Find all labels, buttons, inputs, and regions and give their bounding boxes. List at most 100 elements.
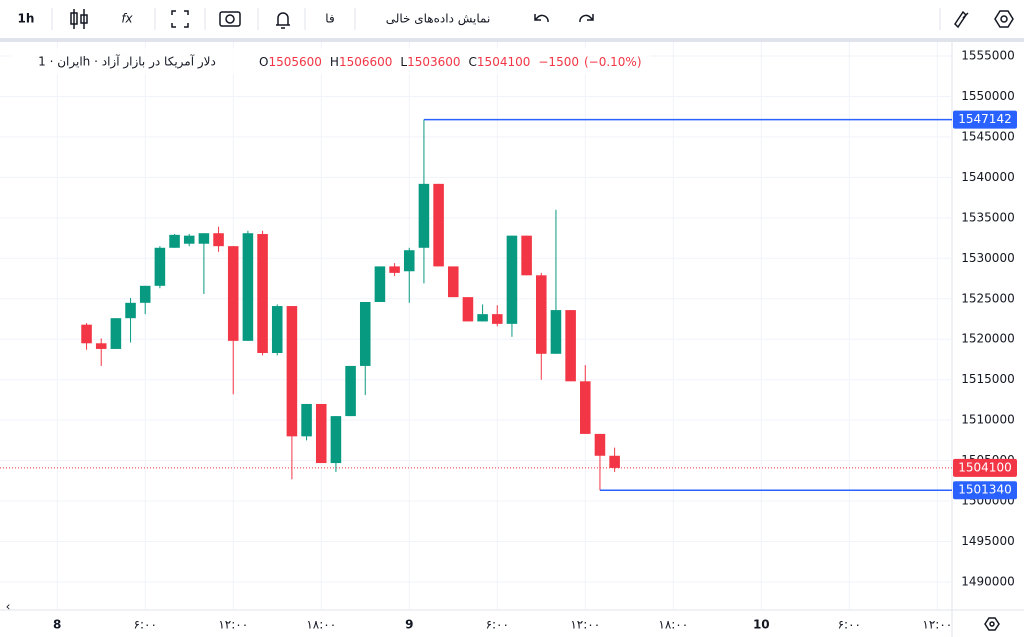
x-tick-label: ۱۲:۰۰ — [218, 618, 248, 632]
candle-body — [286, 306, 298, 437]
change-percent: (−0.10%) — [584, 55, 642, 69]
redo-button[interactable] — [579, 14, 594, 23]
candle-body — [594, 433, 606, 456]
fullscreen-button[interactable] — [171, 10, 189, 28]
y-tick-label: 1510000 — [961, 413, 1014, 427]
alert-button[interactable] — [276, 12, 290, 29]
candle-body — [301, 403, 312, 437]
y-tick-label: 1555000 — [961, 48, 1014, 62]
candle-body — [374, 266, 386, 303]
candle-body — [315, 403, 327, 464]
ohlc-key: H — [330, 55, 339, 69]
candle-body — [389, 266, 400, 273]
time-axis-settings[interactable] — [984, 617, 1000, 631]
candle-body — [125, 302, 136, 319]
candle-body — [271, 306, 283, 353]
candle-body — [183, 235, 195, 244]
ohlc-key: O — [259, 55, 268, 69]
candle-body — [81, 324, 92, 344]
empty-data-toggle[interactable]: نمایش داده‌های خالی — [386, 12, 491, 27]
candle-body — [110, 318, 122, 349]
grid — [0, 42, 952, 610]
candle-body — [565, 310, 576, 382]
candle-body — [198, 233, 210, 244]
price-label-box — [953, 481, 1017, 500]
toolbar-dividers — [51, 8, 941, 30]
candle-body — [433, 183, 444, 267]
y-tick-label: 1520000 — [961, 332, 1014, 346]
price-label: 1547142 — [958, 112, 1011, 126]
ohlc-key: C — [469, 55, 477, 69]
candle-body — [506, 235, 518, 324]
candle-body — [418, 183, 430, 248]
candle-body — [345, 365, 356, 417]
candle-body — [95, 343, 107, 349]
candle-body — [535, 275, 547, 354]
legend-background — [10, 48, 650, 74]
price-label: 1501340 — [958, 483, 1011, 497]
candle-body — [447, 266, 459, 298]
candle-body — [462, 297, 474, 322]
candle-style-button[interactable] — [70, 9, 88, 29]
candle-body — [477, 314, 488, 322]
indicators-button[interactable]: fx — [121, 12, 133, 26]
ohlc-value: 1503600 — [407, 55, 460, 69]
y-tick-label: 1530000 — [961, 251, 1014, 265]
x-tick-label: 10 — [753, 618, 770, 632]
ohlc-value: 1505600 — [268, 55, 321, 69]
candle-body — [521, 235, 532, 276]
y-tick-label: 1525000 — [961, 291, 1014, 305]
candles — [0, 118, 952, 491]
candle-body — [330, 416, 342, 464]
ohlc-value: 1506600 — [339, 55, 392, 69]
candle-body — [139, 285, 151, 303]
screenshot-button[interactable] — [219, 11, 241, 27]
x-tick-label: ۱۸:۰۰ — [306, 618, 336, 632]
candle-body — [213, 233, 224, 247]
axes: 1490000149500015000001505000151000015150… — [53, 48, 1017, 632]
price-label: 1504100 — [958, 460, 1011, 474]
y-tick-label: 1540000 — [961, 170, 1014, 184]
candle-body — [403, 250, 415, 272]
ohlc-value: 1504100 — [477, 55, 530, 69]
x-tick-label: ۱۸:۰۰ — [658, 618, 688, 632]
settings-button[interactable] — [994, 10, 1014, 28]
x-tick-label: ۶:۰۰ — [486, 618, 509, 632]
interval-button[interactable]: 1h — [18, 12, 35, 26]
x-tick-label: ۱۲:۰۰ — [570, 618, 600, 632]
candle-body — [491, 314, 503, 324]
y-tick-label: 1545000 — [961, 129, 1014, 143]
candle-body — [580, 381, 591, 434]
ohlc-legend: O1505600 H1506600 L1503600 C1504100 −1500 (−0… — [259, 55, 642, 69]
ohlc-key: L — [400, 55, 407, 69]
y-tick-label: 1515000 — [961, 372, 1014, 386]
candle-body — [550, 310, 562, 354]
candle-body — [359, 302, 371, 366]
candle-body — [242, 233, 254, 341]
x-tick-label: ۶:۰۰ — [134, 618, 157, 632]
candle-body — [227, 246, 239, 341]
undo-button[interactable] — [534, 14, 549, 23]
x-tick-label: 8 — [53, 618, 61, 632]
candle-body — [609, 455, 620, 468]
scroll-left[interactable]: ‹ — [6, 600, 11, 614]
y-tick-label: 1495000 — [961, 534, 1014, 548]
y-tick-label: 1550000 — [961, 89, 1014, 103]
chart-title: ایران · 1h · دلار آمریکا در بازار آزاد — [38, 54, 216, 70]
candle-body — [154, 247, 166, 286]
object-tree-button[interactable] — [954, 10, 969, 29]
language-button[interactable]: فا — [325, 12, 334, 26]
toolbar-separator — [0, 38, 1024, 42]
y-tick-label: 1535000 — [961, 210, 1014, 224]
x-tick-label: 9 — [405, 618, 413, 632]
x-tick-label: ۶:۰۰ — [838, 618, 861, 632]
change-value: −1500 — [538, 55, 579, 69]
y-tick-label: 1490000 — [961, 575, 1014, 589]
x-tick-label: ۱۲:۰۰ — [922, 618, 952, 632]
candle-body — [257, 234, 268, 353]
price-label-box — [953, 110, 1017, 129]
price-label-box — [953, 458, 1017, 477]
candle-body — [169, 234, 180, 248]
toolbar — [0, 0, 1024, 38]
